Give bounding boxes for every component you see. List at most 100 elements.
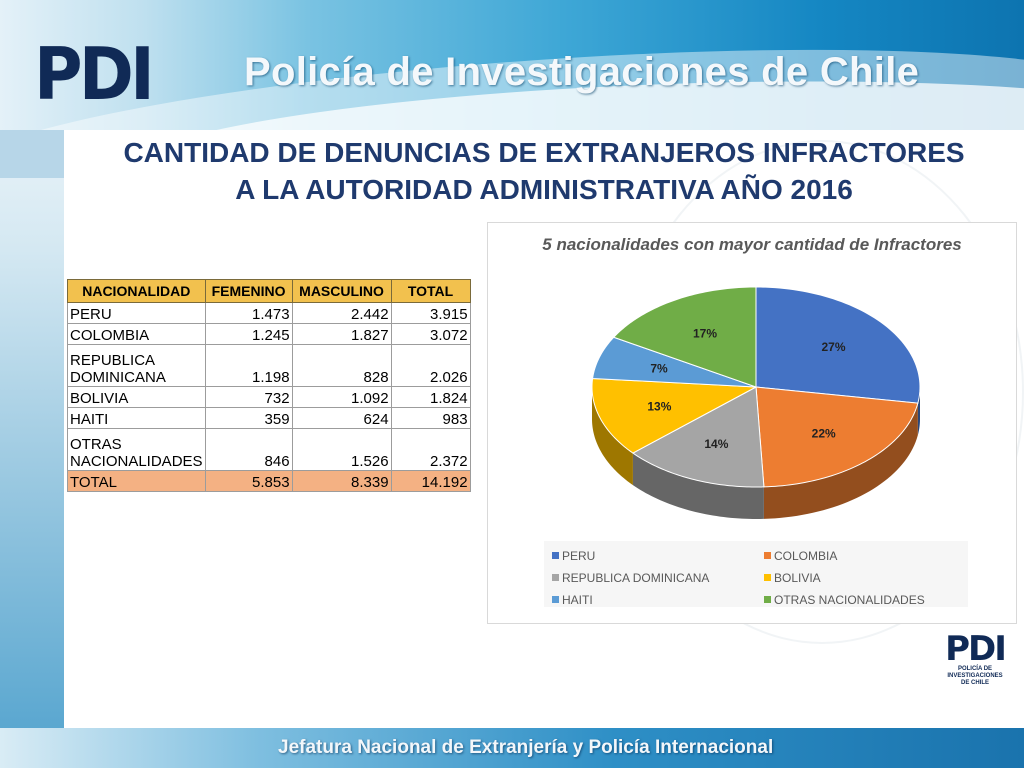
column-header-total: TOTAL bbox=[390, 279, 471, 303]
cell-total: 2.372 bbox=[390, 428, 471, 471]
cell-masculino: 2.442 bbox=[291, 302, 392, 324]
column-header-masculino: MASCULINO bbox=[291, 279, 392, 303]
pie-slice-colombia bbox=[755, 386, 919, 488]
nac-line-2: NACIONALIDADES bbox=[70, 453, 203, 470]
cell-femenino: 1.473 bbox=[204, 302, 293, 324]
cell-femenino: 846 bbox=[204, 428, 293, 471]
nac-line-1: BOLIVIA bbox=[70, 390, 129, 407]
cell-nacionalidad: REPUBLICA DOMINICANA bbox=[67, 344, 206, 387]
cell-nacionalidad: PERU bbox=[67, 302, 206, 324]
pie-side-peru bbox=[917, 387, 920, 436]
legend-swatch-bolivia bbox=[764, 574, 771, 581]
cell-total: 2.026 bbox=[390, 344, 471, 387]
footer-text: Jefatura Nacional de Extranjería y Polic… bbox=[278, 737, 774, 758]
legend-swatch-haiti bbox=[552, 596, 559, 603]
legend-item: PERU bbox=[552, 549, 595, 563]
slide-title-line-2: A LA AUTORIDAD ADMINISTRATIVA AÑO 2016 bbox=[235, 174, 853, 205]
cell-masculino: 624 bbox=[291, 407, 392, 429]
nac-line-1: REPUBLICA bbox=[70, 352, 156, 369]
pie-slice-haiti bbox=[592, 336, 757, 388]
legend-swatch-otras bbox=[764, 596, 771, 603]
nac-line-1: PERU bbox=[70, 306, 112, 323]
data-label-peru: 27% bbox=[821, 340, 845, 354]
pie-slice-republica-dominicana bbox=[631, 386, 765, 488]
slide-title-line-1: CANTIDAD DE DENUNCIAS DE EXTRANJEROS INF… bbox=[123, 137, 965, 168]
cell-total: 3.072 bbox=[390, 323, 471, 345]
cell-total-femenino: 5.853 bbox=[204, 470, 293, 492]
column-header-femenino: FEMENINO bbox=[204, 279, 293, 303]
table-row: PERU 1.473 2.442 3.915 bbox=[67, 302, 471, 324]
legend-label: HAITI bbox=[562, 593, 593, 607]
legend-label: COLOMBIA bbox=[774, 549, 838, 563]
cell-nacionalidad: BOLIVIA bbox=[67, 386, 206, 408]
cell-masculino: 1.092 bbox=[291, 386, 392, 408]
cell-masculino: 828 bbox=[291, 344, 392, 387]
pdi-small-logo-subtitle-1: POLICÍA DE INVESTIGACIONES bbox=[947, 666, 1003, 679]
legend-item: COLOMBIA bbox=[764, 549, 837, 563]
cell-femenino: 1.198 bbox=[204, 344, 293, 387]
footer-banner bbox=[0, 728, 1024, 768]
cell-nacionalidad: HAITI bbox=[67, 407, 206, 429]
legend-swatch-colombia bbox=[764, 552, 771, 559]
legend-item: OTRAS NACIONALIDADES bbox=[764, 593, 925, 607]
cell-total: 3.915 bbox=[390, 302, 471, 324]
legend-label: PERU bbox=[562, 549, 596, 563]
legend-item: REPUBLICA DOMINICANA bbox=[552, 571, 709, 585]
nac-line-1: HAITI bbox=[70, 411, 109, 428]
pie-side-colombia bbox=[763, 403, 918, 519]
legend-item: BOLIVIA bbox=[764, 571, 821, 585]
pie-slice-peru bbox=[755, 286, 921, 404]
cell-femenino: 359 bbox=[204, 407, 293, 429]
cell-nacionalidad: COLOMBIA bbox=[67, 323, 206, 345]
nac-line-2: DOMINICANA bbox=[70, 369, 166, 386]
data-label-colombia: 22% bbox=[812, 426, 836, 440]
infractores-table: NACIONALIDAD FEMENINO MASCULINO TOTAL PE… bbox=[67, 279, 471, 492]
pie-slice-bolivia bbox=[591, 377, 758, 454]
left-decorative-block bbox=[0, 130, 64, 178]
legend-label: OTRAS NACIONALIDADES bbox=[774, 593, 925, 607]
legend-item: HAITI bbox=[552, 593, 593, 607]
slide-title: CANTIDAD DE DENUNCIAS DE EXTRANJEROS INF… bbox=[64, 134, 1024, 208]
table-row: COLOMBIA 1.245 1.827 3.072 bbox=[67, 323, 471, 345]
chart-legend: PERU COLOMBIA REPUBLICA DOMINICANA BOLIV… bbox=[544, 541, 968, 607]
cell-nacionalidad: OTRAS NACIONALIDADES bbox=[67, 428, 206, 471]
data-label-haiti: 7% bbox=[650, 362, 668, 376]
table-row: HAITI 359 624 983 bbox=[67, 407, 471, 429]
pdi-small-logo-mark: PDI bbox=[945, 629, 1007, 669]
cell-total: 1.824 bbox=[390, 386, 471, 408]
table-header-row: NACIONALIDAD FEMENINO MASCULINO TOTAL bbox=[67, 279, 471, 303]
pdi-small-logo-subtitle-2: DE CHILE bbox=[960, 680, 989, 686]
pie-slice-otras-nacionalidades bbox=[612, 286, 757, 388]
pie-chart: 27% 22% 14% 13% 7% 17% bbox=[591, 286, 921, 519]
table-row: OTRAS NACIONALIDADES 846 1.526 2.372 bbox=[67, 428, 471, 471]
pdi-small-logo: PDI POLICÍA DE INVESTIGACIONES DE CHILE bbox=[940, 632, 1010, 687]
table-row: BOLIVIA 732 1.092 1.824 bbox=[67, 386, 471, 408]
cell-masculino: 1.827 bbox=[291, 323, 392, 345]
legend-swatch-peru bbox=[552, 552, 559, 559]
legend-swatch-republica-dominicana bbox=[552, 574, 559, 581]
pdi-logo: PDI bbox=[34, 32, 155, 116]
nac-line-1: OTRAS bbox=[70, 436, 122, 453]
pie-side-republica-dominicana bbox=[632, 453, 764, 519]
left-decorative-bar bbox=[0, 130, 64, 730]
data-label-otras-nacionalidades: 17% bbox=[693, 326, 717, 340]
chart-title: 5 nacionalidades con mayor cantidad de I… bbox=[542, 235, 962, 254]
cell-total-masculino: 8.339 bbox=[291, 470, 392, 492]
cell-total-total: 14.192 bbox=[390, 470, 471, 492]
cell-total: 983 bbox=[390, 407, 471, 429]
cell-masculino: 1.526 bbox=[291, 428, 392, 471]
header-banner: PDI Policía de Investigaciones de Chile bbox=[0, 0, 1024, 130]
data-label-bolivia: 13% bbox=[647, 399, 671, 413]
cell-total-label: TOTAL bbox=[67, 470, 206, 492]
column-header-nacionalidad: NACIONALIDAD bbox=[67, 279, 206, 303]
nac-line-1: COLOMBIA bbox=[70, 327, 150, 344]
legend-label: BOLIVIA bbox=[774, 571, 821, 585]
institution-title: Policía de Investigaciones de Chile bbox=[244, 50, 920, 94]
table-total-row: TOTAL 5.853 8.339 14.192 bbox=[67, 470, 471, 492]
cell-femenino: 1.245 bbox=[204, 323, 293, 345]
table-row: REPUBLICA DOMINICANA 1.198 828 2.026 bbox=[67, 344, 471, 387]
pie-chart-panel: 5 nacionalidades con mayor cantidad de I… bbox=[487, 222, 1017, 624]
legend-label: REPUBLICA DOMINICANA bbox=[562, 571, 710, 585]
cell-femenino: 732 bbox=[204, 386, 293, 408]
data-label-republica-dominicana: 14% bbox=[704, 437, 728, 451]
